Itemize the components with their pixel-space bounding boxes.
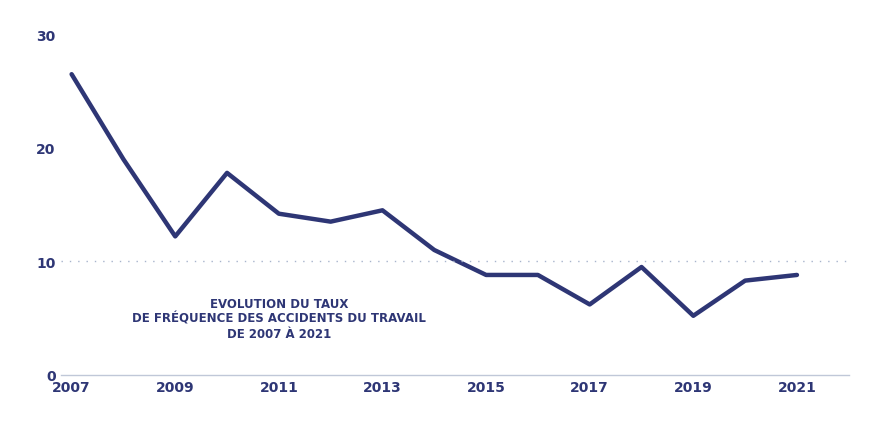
Text: EVOLUTION DU TAUX
DE FRÉQUENCE DES ACCIDENTS DU TRAVAIL
DE 2007 À 2021: EVOLUTION DU TAUX DE FRÉQUENCE DES ACCID…	[132, 297, 426, 340]
